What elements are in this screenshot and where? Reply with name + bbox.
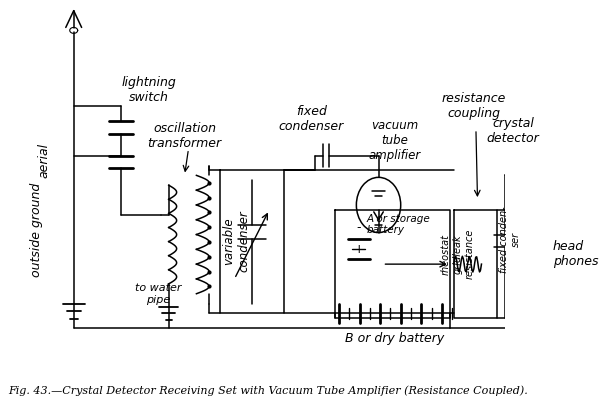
Text: outside ground: outside ground [30,183,43,277]
Text: resistance
coupling: resistance coupling [442,93,506,120]
Text: crystal
detector: crystal detector [487,117,539,145]
Text: oscillation
transformer: oscillation transformer [148,122,221,150]
Text: rheostat
gridleak
resistance: rheostat gridleak resistance [441,229,475,280]
Text: variable
condenser: variable condenser [222,210,250,272]
Text: fixed conden-
ser: fixed conden- ser [499,206,521,273]
Text: vacuum
tube
amplifier: vacuum tube amplifier [368,119,421,162]
Text: head
phones: head phones [553,240,598,268]
Text: aerial: aerial [38,143,51,178]
Text: lightning
switch: lightning switch [122,76,176,103]
Text: -: - [356,221,361,234]
Text: +: + [353,243,364,256]
Text: B or dry battery: B or dry battery [345,332,444,345]
Text: Fig. 43.—Crystal Detector Receiving Set with Vacuum Tube Amplifier (Resistance C: Fig. 43.—Crystal Detector Receiving Set … [8,385,527,396]
Text: to water
pipe: to water pipe [135,283,182,305]
Text: fixed
condenser: fixed condenser [278,105,344,133]
Text: A or storage
battery: A or storage battery [367,214,430,236]
